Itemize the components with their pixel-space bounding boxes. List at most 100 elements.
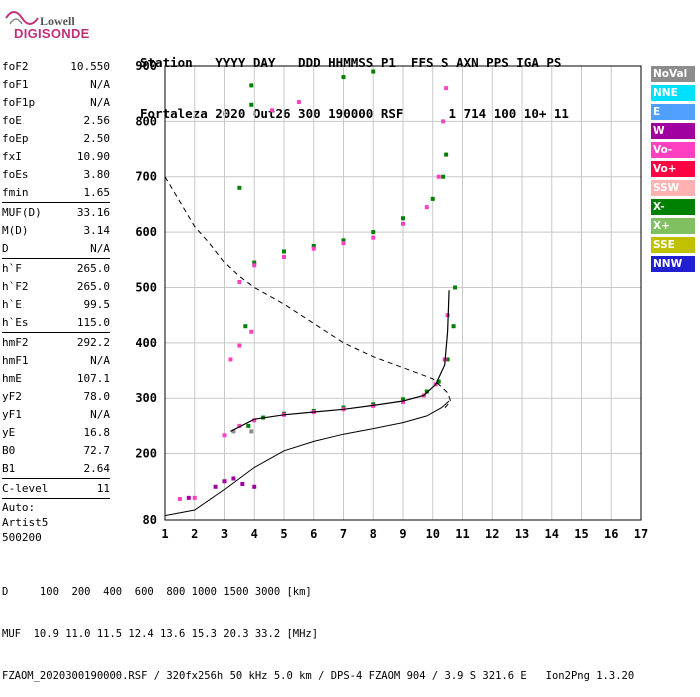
echo-point-x- — [401, 397, 405, 402]
auto-scaling-text: Auto: — [2, 501, 36, 514]
param-name: hmE — [2, 372, 22, 385]
param-value: 11 — [96, 482, 110, 495]
legend-item-nnw: NNW — [651, 256, 695, 272]
param-name: foF1 — [2, 78, 29, 91]
echo-point-vo- — [371, 235, 376, 240]
echo-point-x- — [444, 152, 449, 157]
y-tick-label: 700 — [135, 170, 157, 184]
param-name: foE — [2, 114, 22, 127]
x-tick-label: 7 — [340, 527, 347, 541]
header-line2: Fortaleza 2020 Out26 300 190000 RSF 1 71… — [140, 106, 569, 121]
echo-point-x- — [246, 423, 251, 428]
echo-point-vo- — [270, 108, 275, 113]
y-tick-label: 500 — [135, 280, 157, 294]
x-tick-label: 2 — [191, 527, 198, 541]
param-row: M(D) 3.14 — [2, 222, 110, 240]
param-name: B0 — [2, 444, 16, 457]
param-value: 72.7 — [83, 444, 111, 457]
x-tick-label: 16 — [604, 527, 618, 541]
echo-point-x- — [453, 285, 458, 290]
x-tick-label: 12 — [485, 527, 499, 541]
y-tick-label: 80 — [143, 513, 157, 527]
echo-point-vo- — [436, 174, 441, 179]
param-name: h`Es — [2, 316, 29, 329]
echo-point-x- — [252, 260, 257, 265]
echo-point-x- — [341, 238, 346, 243]
param-value: 107.1 — [76, 372, 110, 385]
param-value: 1.65 — [83, 186, 111, 199]
footer-file-info: FZAOM_2020300190000.RSF / 320fx256h 50 k… — [2, 670, 635, 682]
param-value: 3.80 — [83, 168, 111, 181]
param-name: foEp — [2, 132, 29, 145]
logo-line2: DIGISONDE — [14, 26, 90, 41]
param-name: fxI — [2, 150, 22, 163]
param-name: M(D) — [2, 224, 29, 237]
param-name: fmin — [2, 186, 29, 199]
echo-point-vo- — [177, 496, 182, 501]
param-value: 10.550 — [70, 60, 110, 73]
y-tick-label: 400 — [135, 336, 157, 350]
param-row: h`F 265.0 — [2, 260, 110, 278]
param-row: yF2 78.0 — [2, 388, 110, 406]
y-tick-label: 300 — [135, 391, 157, 405]
param-value: 33.16 — [76, 206, 110, 219]
param-row: foEs 3.80 — [2, 166, 110, 184]
param-row: fxI 10.90 — [2, 148, 110, 166]
x-tick-label: 3 — [221, 527, 228, 541]
y-tick-label: 900 — [135, 59, 157, 73]
echo-point-noval — [231, 429, 236, 434]
param-row: foF1 N/A — [2, 76, 110, 94]
legend-item-ssw: SSW — [651, 180, 695, 196]
echo-point-w — [252, 484, 257, 489]
echo-point-vo- — [311, 246, 316, 251]
param-row: fmin 1.65 — [2, 184, 110, 202]
echo-point-vo- — [252, 418, 257, 423]
auto-scaling-text: 500200 — [2, 531, 42, 544]
param-row: hmE 107.1 — [2, 370, 110, 388]
x-tick-label: 11 — [455, 527, 469, 541]
echo-point-x- — [436, 379, 441, 384]
echo-point-vo- — [296, 99, 301, 104]
echo-point-vo- — [192, 495, 197, 500]
param-row: yF1 N/A — [2, 406, 110, 424]
param-value: 10.90 — [76, 150, 110, 163]
param-name: MUF(D) — [2, 206, 42, 219]
param-value: 2.64 — [83, 462, 111, 475]
param-name: C-level — [2, 482, 49, 495]
echo-point-vo- — [401, 221, 405, 226]
param-value: N/A — [90, 408, 110, 421]
echo-point-x- — [445, 357, 450, 362]
param-name: h`F2 — [2, 280, 29, 293]
curves — [164, 176, 452, 517]
param-name: hmF1 — [2, 354, 29, 367]
echo-point-x- — [282, 249, 286, 254]
param-name: foF2 — [2, 60, 29, 73]
param-row: foE 2.56 — [2, 112, 110, 130]
legend-item-vo-: Vo- — [651, 142, 695, 158]
echo-point-vo- — [444, 86, 449, 91]
param-name: D — [2, 242, 9, 255]
x-tick-label: 17 — [634, 527, 648, 541]
param-value: N/A — [90, 354, 110, 367]
param-value: 16.8 — [83, 426, 111, 439]
echo-point-w — [186, 495, 191, 500]
param-name: yF1 — [2, 408, 22, 421]
echo-point-x- — [430, 196, 435, 201]
digisonde-logo: Lowell DIGISONDE — [4, 4, 89, 44]
logo-line1: Lowell — [40, 14, 75, 28]
param-row: h`E 99.5 — [2, 296, 110, 314]
param-value: 265.0 — [76, 262, 110, 275]
logo-wave-icon — [5, 11, 39, 25]
param-value: N/A — [90, 96, 110, 109]
param-row: h`F2 265.0 — [2, 278, 110, 296]
param-row: B1 2.64 — [2, 460, 110, 478]
legend-item-x-: X- — [651, 199, 695, 215]
x-tick-label: 8 — [370, 527, 377, 541]
param-name: foF1p — [2, 96, 36, 109]
legend-item-e: E — [651, 104, 695, 120]
param-value: 78.0 — [83, 390, 111, 403]
param-row: foF1p N/A — [2, 94, 110, 112]
echo-point-x- — [249, 102, 254, 107]
param-row: hmF1 N/A — [2, 352, 110, 370]
param-separator — [2, 498, 110, 499]
